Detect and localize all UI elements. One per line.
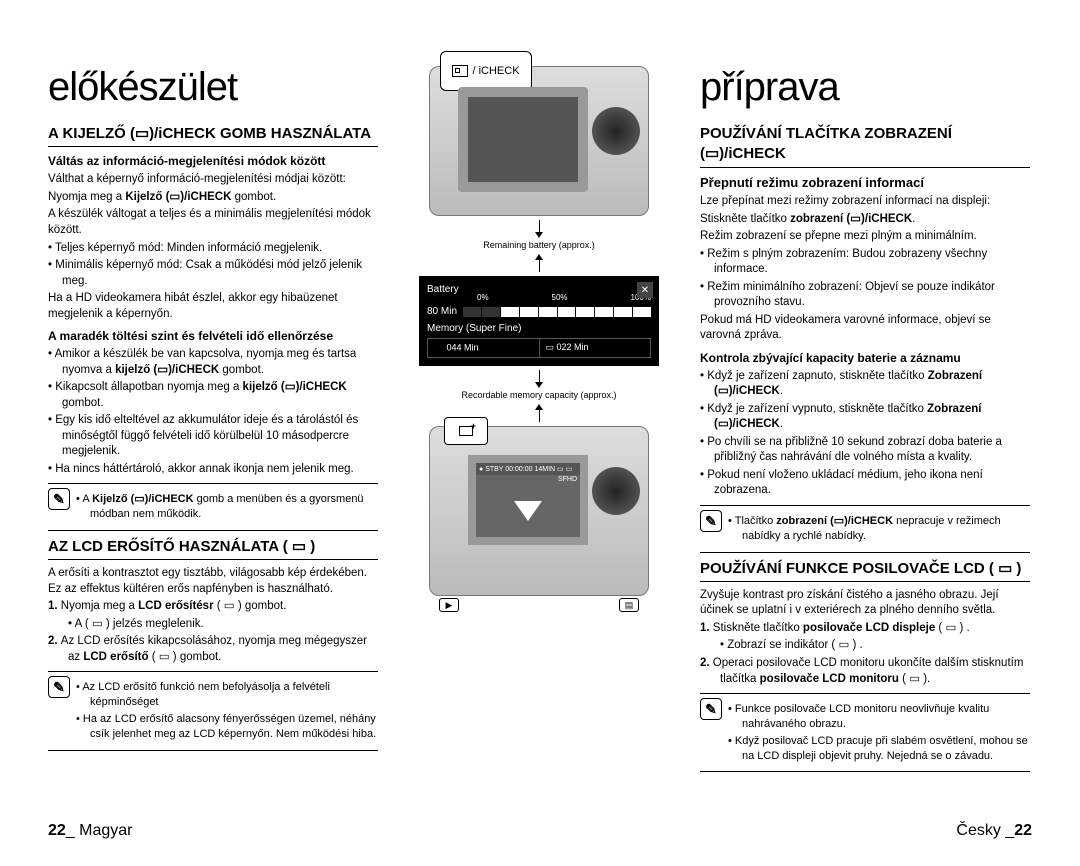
note-icon: ✎ [48,676,70,698]
right-note2a: Funkce posilovače LCD monitoru neovlivňu… [728,702,1030,732]
left-note2b: Ha az LCD erősítő alacsony fényerősségen… [76,712,378,742]
right-li1: Režim s plným zobrazením: Budou zobrazen… [700,247,1030,278]
left-note2: ✎ Az LCD erősítő funkció nem befolyásolj… [48,671,378,750]
right-li5: Po chvíli se na přibližně 10 sekund zobr… [700,435,1030,466]
right-ol1: 1. Stiskněte tlačítko posilovače LCD dis… [700,621,1030,654]
right-p3: Režim zobrazení se přepne mezi plným a m… [700,229,1030,245]
left-p1: Válthat a képernyő információ-megjelenít… [48,172,378,188]
footer-left: 22_ Magyar [48,822,133,840]
memory-row: 044 Min ▭ 022 Min [427,338,651,358]
lcd-enhance-icon [459,426,473,436]
left-p2: Nyomja meg a Kijelző (▭)/iCHECK gombot. [48,190,378,206]
lcd-enhance-callout [444,417,488,445]
right-sub2: Kontrola zbývající kapacity baterie a zá… [700,350,1030,366]
right-note1-text: Tlačítko zobrazení (▭)/iCHECK nepracuje … [728,514,1030,544]
right-li3: Když je zařízení zapnuto, stiskněte tlač… [700,369,1030,400]
icheck-callout: / iCHECK [440,51,532,91]
left-sub1: Váltás az információ-megjelenítési módok… [48,153,378,169]
note-icon: ✎ [48,488,70,510]
close-icon[interactable]: ✕ [637,282,653,298]
page-footer: 22_ Magyar Česky _22 [48,822,1032,840]
camera-top-illustration: / iCHECK [429,66,649,216]
left-h2-lcd: AZ LCD ERŐSÍTŐ HASZNÁLATA ( ▭ ) [48,537,378,560]
note-icon: ✎ [700,510,722,532]
right-li4: Když je zařízení vypnuto, stiskněte tlač… [700,402,1030,433]
note-icon: ✎ [700,698,722,720]
footer-right: Česky _22 [956,822,1032,840]
caption-battery: Remaining battery (approx.) [483,240,595,250]
lcd-preview: ● STBY 00:00:00 14MIN ▭ ▭ SFHD [468,455,588,545]
control-buttons: ▶ ▤ [439,598,639,612]
camera-bottom-illustration: ● STBY 00:00:00 14MIN ▭ ▭ SFHD [429,426,649,596]
left-ol1sub: A ( ▭ ) jelzés meglelenik. [68,617,378,633]
left-li3: Amikor a készülék be van kapcsolva, nyom… [48,347,378,378]
left-li5: Egy kis idő elteltével az akkumulátor id… [48,413,378,460]
left-ol1: 1. Nyomja meg a LCD erősítésr ( ▭ ) gomb… [48,599,378,632]
warning-triangle-icon [514,501,542,521]
play-button[interactable]: ▶ [439,598,459,612]
left-h2-display: A KIJELZŐ (▭)/iCHECK GOMB HASZNÁLATA [48,124,378,147]
left-list2: Amikor a készülék be van kapcsolva, nyom… [48,347,378,477]
right-li2: Režim minimálního zobrazení: Objeví se p… [700,280,1030,311]
left-ol: 1. Nyomja meg a LCD erősítésr ( ▭ ) gomb… [48,599,378,665]
memory-label: Memory (Super Fine) [427,323,651,334]
right-note2: ✎ Funkce posilovače LCD monitoru neovliv… [700,693,1030,772]
right-p5: Zvyšuje kontrast pro získání čistého a j… [700,588,1030,619]
left-li4: Kikapcsolt állapotban nyomja meg a kijel… [48,380,378,411]
left-p3: A készülék váltogat a teljes és a minimá… [48,207,378,238]
right-ol: 1. Stiskněte tlačítko posilovače LCD dis… [700,621,1030,687]
battery-time: 80 Min [427,306,457,317]
menu-button[interactable]: ▤ [619,598,639,612]
right-ol1sub: Zobrazí se indikátor ( ▭ ) . [720,638,1030,654]
right-sec1: Přepnutí režimu zobrazení informací [700,174,1030,192]
left-note1-text: A Kijelző (▭)/iCHECK gomb a menüben és a… [76,492,378,522]
left-p4: Ha a HD videokamera hibát észlel, akkor … [48,291,378,322]
callout-text: / iCHECK [472,65,519,77]
right-note1: ✎ Tlačítko zobrazení (▭)/iCHECK nepracuj… [700,505,1030,553]
scale-ticks: 0% 50% 100% [477,293,651,302]
left-note2a: Az LCD erősítő funkció nem befolyásolja … [76,680,378,710]
h2a-text: A KIJELZŐ (▭)/iCHECK GOMB HASZNÁLATA [48,125,371,142]
left-column: előkészület A KIJELZŐ (▭)/iCHECK GOMB HA… [48,60,378,800]
sd-icon [434,342,444,354]
right-h2-display: POUŽÍVÁNÍ TLAČÍTKA ZOBRAZENÍ (▭)/iCHECK [700,124,1030,168]
battery-info-panel: ✕ Battery 0% 50% 100% 80 Min Memory (Sup… [419,276,659,366]
right-h2-lcd: POUŽÍVÁNÍ FUNKCE POSILOVAČE LCD ( ▭ ) [700,559,1030,582]
right-p2: Stiskněte tlačítko zobrazení (▭)/iCHECK. [700,212,1030,228]
display-icon [452,65,468,77]
right-note2b: Když posilovač LCD pracuje při slabém os… [728,734,1030,764]
center-column: / iCHECK Remaining battery (approx.) ✕ B… [384,60,694,800]
right-li6: Pokud není vloženo ukládací médium, jeho… [700,468,1030,499]
left-note1: ✎ A Kijelző (▭)/iCHECK gomb a menüben és… [48,483,378,531]
right-column: příprava POUŽÍVÁNÍ TLAČÍTKA ZOBRAZENÍ (▭… [700,60,1030,800]
right-ol2: 2. Operaci posilovače LCD monitoru ukonč… [700,656,1030,687]
right-p4: Pokud má HD videokamera varovné informac… [700,313,1030,344]
caption-memory: Recordable memory capacity (approx.) [461,390,616,400]
left-li6: Ha nincs háttértároló, akkor annak ikonj… [48,462,378,478]
left-li2: Minimális képernyő mód: Csak a működési … [48,258,378,289]
left-ol2: 2. Az LCD erősítés kikapcsolásához, nyom… [48,634,378,665]
right-p1: Lze přepínat mezi režimy zobrazení infor… [700,194,1030,210]
right-list1: Režim s plným zobrazením: Budou zobrazen… [700,247,1030,311]
left-p5: A erősíti a kontrasztot egy tisztább, vi… [48,566,378,597]
left-li1: Teljes képernyő mód: Minden információ m… [48,241,378,257]
left-list1: Teljes képernyő mód: Minden információ m… [48,241,378,290]
right-title: příprava [700,60,1030,114]
left-title: előkészület [48,60,378,114]
battery-bar [463,307,651,317]
page: előkészület A KIJELZŐ (▭)/iCHECK GOMB HA… [48,60,1032,800]
left-sub2: A maradék töltési szint és felvételi idő… [48,328,378,344]
right-list2: Když je zařízení zapnuto, stiskněte tlač… [700,369,1030,499]
